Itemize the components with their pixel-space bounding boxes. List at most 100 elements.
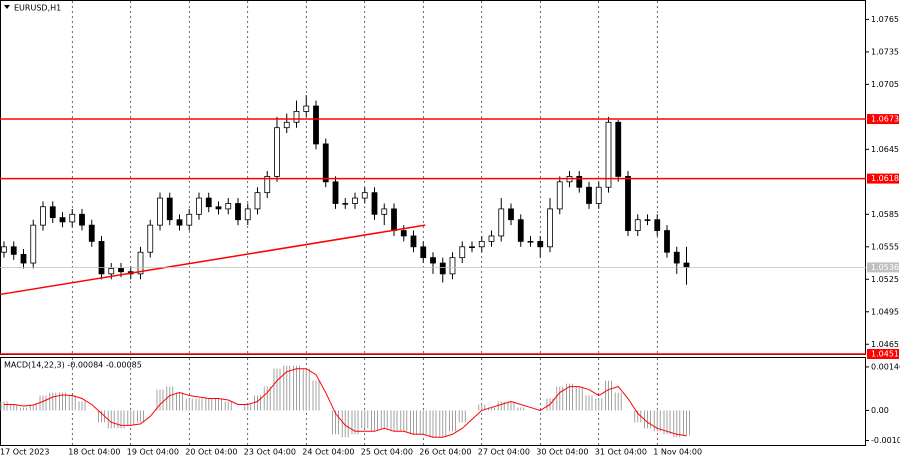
candle-body (644, 219, 651, 221)
x-tick-label: 23 Oct 04:00 (244, 448, 296, 457)
candle-body (137, 251, 144, 275)
candle-body (361, 192, 368, 199)
candle-body (88, 224, 95, 242)
candle-body (313, 105, 319, 145)
x-tick-label: 17 Oct 2023 (0, 448, 49, 457)
candle-body (20, 253, 27, 264)
x-tick-label: 20 Oct 04:00 (185, 448, 237, 457)
candle-body (303, 105, 310, 112)
level-label: 1.0536 (871, 263, 899, 272)
price-pane-frame (0, 0, 866, 355)
candle-body (235, 203, 241, 221)
candle-body (547, 208, 553, 248)
candle-body (225, 203, 232, 210)
candle-body (625, 176, 631, 231)
x-tick-label: 25 Oct 04:00 (361, 448, 413, 457)
x-tick-label: 27 Oct 04:00 (478, 448, 530, 457)
indicator-label: MACD(14,22,3) -0.00084 -0.00085 (4, 361, 142, 370)
candle-body (527, 240, 534, 243)
level-label-box (867, 349, 899, 359)
level-label: 1.0673 (871, 115, 899, 124)
candle-body (98, 240, 105, 275)
y-tick-label: 1.0735 (871, 47, 899, 56)
y-tick-label: 1.0705 (871, 80, 899, 89)
candle-body (332, 181, 339, 204)
candle-body (605, 121, 612, 188)
y-tick-label: 1.0495 (871, 307, 899, 316)
y-tick-label: 1.0465 (871, 340, 899, 349)
x-tick-label: 31 Oct 04:00 (595, 448, 647, 457)
candle-body (196, 197, 202, 215)
candle-body (381, 208, 388, 215)
candle-body (1, 246, 7, 253)
level-label: 1.0451 (871, 350, 899, 359)
candle-body (634, 219, 641, 231)
candle-body (371, 192, 378, 215)
candle-body (654, 219, 661, 231)
y-tick-label: 1.0525 (871, 275, 899, 284)
x-tick-label: 1 Nov 04:00 (653, 448, 702, 457)
level-label-box (867, 262, 899, 273)
candle-body (118, 268, 124, 273)
y-tick-label: 1.0645 (871, 145, 899, 154)
candle-body (410, 235, 417, 248)
chart-title: EURUSD,H1 (14, 4, 61, 13)
candle-body (254, 192, 261, 210)
y-tick-label: 1.0765 (871, 15, 899, 24)
candle-body (322, 143, 329, 183)
candle-body (244, 208, 251, 221)
level-label: 1.0618 (871, 174, 899, 183)
candle-body (10, 246, 17, 255)
signal-line (4, 368, 687, 438)
x-tick-label: 30 Oct 04:00 (536, 448, 588, 457)
candle-body (478, 240, 485, 248)
candle-body (439, 262, 446, 275)
candle-body (488, 235, 495, 242)
candle-body (469, 246, 475, 249)
candle-body (537, 240, 544, 248)
candle-body (420, 246, 427, 259)
candle-body (459, 246, 466, 259)
candle-body (147, 224, 154, 253)
level-label-box (867, 114, 899, 125)
trendline (0, 224, 426, 296)
candle-body (352, 197, 358, 204)
x-tick-label: 24 Oct 04:00 (302, 448, 354, 457)
candle-body (49, 206, 56, 218)
candle-body (69, 213, 76, 223)
candle-body (157, 197, 163, 226)
x-tick-label: 26 Oct 04:00 (419, 448, 471, 457)
candle-body (508, 208, 514, 221)
candle-body (283, 121, 290, 129)
candle-body (166, 197, 173, 221)
y-tick-label: 0.00 (871, 406, 889, 415)
candle-body (556, 181, 563, 210)
level-label-box (867, 173, 899, 184)
candle-body (186, 213, 193, 226)
y-tick-label: 1.0585 (871, 210, 899, 219)
candle-body (264, 176, 271, 194)
candle-body (176, 219, 183, 226)
candle-body (586, 186, 592, 204)
candle-body (595, 186, 602, 204)
y-tick-label: 1.0555 (871, 242, 899, 251)
candle-body (342, 203, 349, 205)
symbol-menu-arrow[interactable] (4, 5, 10, 9)
candle-body (205, 197, 212, 208)
candle-body (274, 127, 280, 177)
candle-body (517, 219, 524, 242)
candle-body (430, 257, 436, 264)
candle-body (391, 208, 397, 231)
x-tick-label: 19 Oct 04:00 (127, 448, 179, 457)
candle-body (498, 208, 505, 237)
candle-body (400, 230, 407, 237)
candle-body (215, 206, 222, 210)
candle-body (615, 121, 622, 177)
candle-body (30, 224, 37, 264)
candle-body (673, 251, 680, 264)
candle-body (79, 213, 85, 226)
x-tick-label: 18 Oct 04:00 (68, 448, 120, 457)
y-tick-label: 0.00146 (871, 362, 900, 371)
